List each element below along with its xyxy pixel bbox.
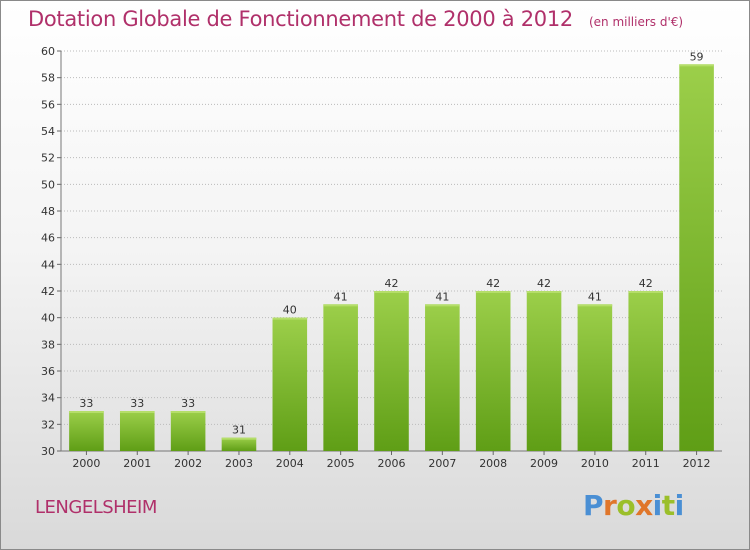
bar [221,437,257,451]
x-tick-label: 2001 [123,457,151,470]
bar [425,304,460,451]
y-tick-label: 60 [41,45,55,58]
bar-top-highlight [577,304,613,307]
x-tick-label: 2000 [72,457,100,470]
x-tick-label: 2005 [327,457,355,470]
data-label: 33 [130,397,144,410]
x-tick-label: 2012 [683,457,711,470]
x-tick-label: 2002 [174,457,202,470]
bar [577,304,613,451]
bar [679,64,714,452]
data-label: 41 [588,290,602,303]
y-tick-label: 34 [41,392,55,405]
y-tick-label: 44 [41,258,55,271]
logo-letter: o [616,489,636,522]
bar-top-highlight [526,291,562,293]
bar-top-highlight [679,64,714,67]
bar [119,411,155,451]
x-tick-label: 2007 [428,457,456,470]
data-label: 33 [181,397,195,410]
bar-top-highlight [425,304,460,307]
y-tick-label: 50 [41,178,55,191]
y-tick-label: 56 [41,98,55,111]
y-tick-label: 58 [41,72,55,85]
bar-top-highlight [170,411,206,413]
bar [170,411,206,451]
y-tick-label: 54 [41,125,55,138]
x-tick-label: 2009 [530,457,558,470]
data-label: 42 [486,277,500,290]
chart-title: Dotation Globale de Fonctionnement de 20… [28,7,683,31]
y-tick-label: 40 [41,312,55,325]
y-tick-label: 32 [41,418,55,431]
data-label: 31 [232,424,246,437]
logo-letter: i [674,489,685,522]
bar-top-highlight [628,291,664,293]
bar [323,304,358,451]
y-tick-label: 46 [41,232,55,245]
data-label: 42 [639,277,653,290]
bar-top-highlight [323,304,358,307]
y-tick-label: 30 [41,445,55,458]
logo-letter: i [652,489,663,522]
x-tick-label: 2006 [378,457,406,470]
bar [526,291,562,451]
commune-name: LENGELSHEIM [35,497,157,518]
x-tick-label: 2004 [276,457,304,470]
x-tick-label: 2010 [581,457,609,470]
data-label: 33 [79,397,93,410]
bar [272,317,308,451]
bar-top-highlight [221,437,257,440]
y-tick-label: 38 [41,338,55,351]
x-tick-label: 2008 [479,457,507,470]
data-label: 41 [435,290,449,303]
bar-top-highlight [69,411,104,413]
proxiti-logo: Proxiti [583,489,684,522]
bar-top-highlight [119,411,155,413]
bar [628,291,664,451]
x-tick-label: 2011 [632,457,660,470]
y-tick-label: 36 [41,365,55,378]
bar [374,291,409,451]
y-tick-label: 48 [41,205,55,218]
logo-letter: t [661,489,675,522]
logo-letter: x [635,489,653,522]
data-label: 42 [385,277,399,290]
data-label: 42 [537,277,551,290]
chart-title-text: Dotation Globale de Fonctionnement de 20… [28,7,573,31]
bar [475,291,511,451]
bar-top-highlight [475,291,511,293]
bar-top-highlight [374,291,409,293]
x-tick-label: 2003 [225,457,253,470]
y-tick-label: 42 [41,285,55,298]
data-label: 40 [283,304,297,317]
y-tick-label: 52 [41,152,55,165]
bar-top-highlight [272,317,308,320]
logo-letter: P [583,489,604,522]
chart-unit: (en milliers d'€) [588,15,684,29]
bar [69,411,104,451]
logo-letter: r [603,489,617,522]
data-label: 59 [690,50,704,63]
data-label: 41 [334,290,348,303]
